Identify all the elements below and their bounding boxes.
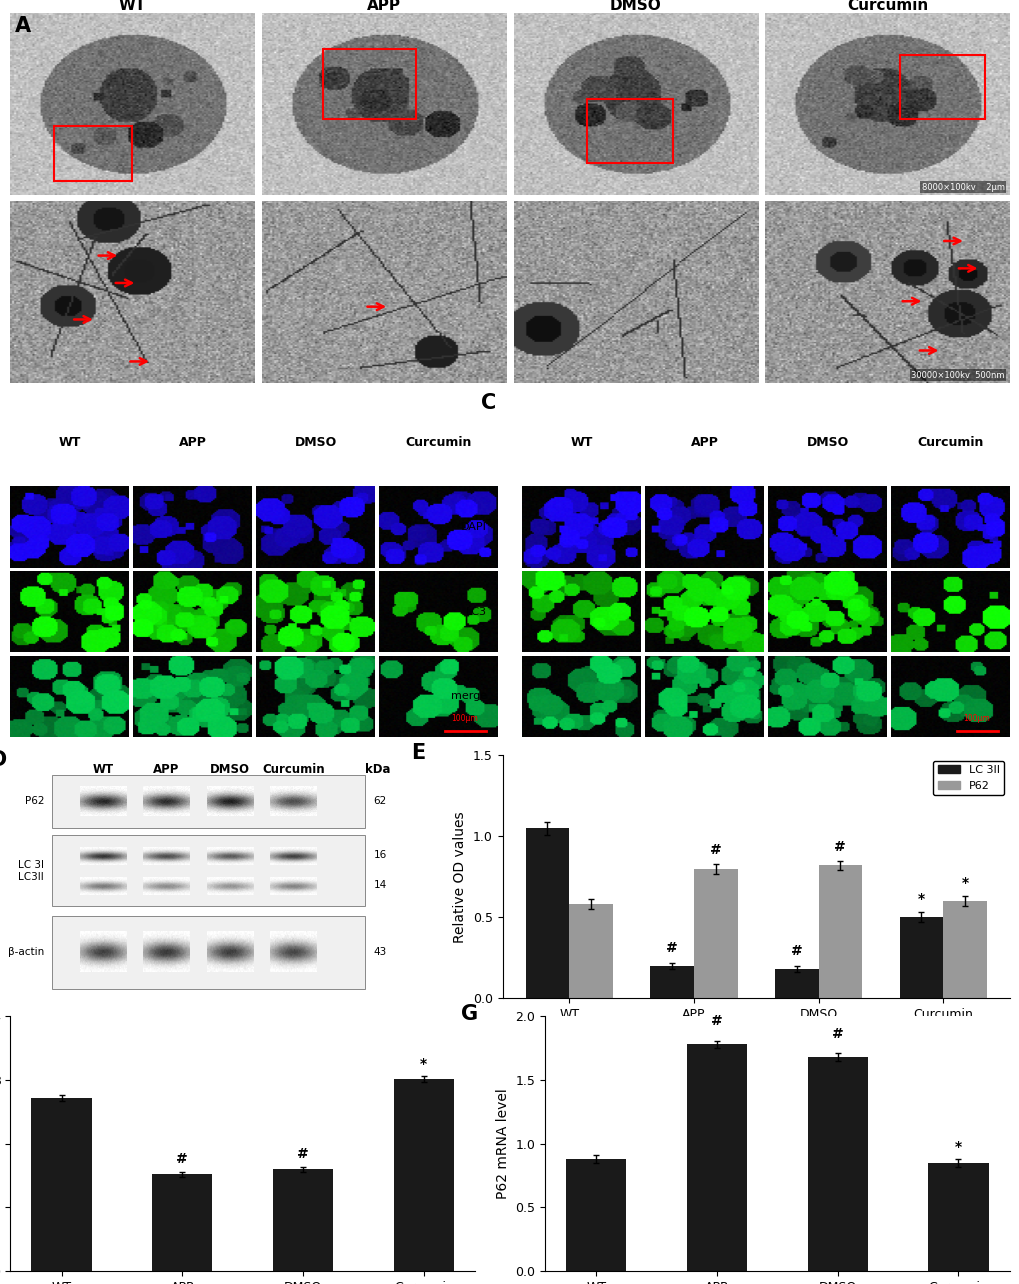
Text: WT: WT [93,763,114,776]
Text: #: # [297,1147,309,1161]
Text: 14: 14 [373,880,386,890]
Bar [686,1044,746,1271]
Text: #: # [665,941,678,954]
Bar [650,966,693,999]
Text: #: # [710,1014,722,1028]
Text: merge: merge [450,691,486,701]
Text: β-actin: β-actin [8,948,44,957]
Text: #: # [832,1027,843,1040]
Text: LC3: LC3 [466,606,486,616]
Bar [32,1098,92,1271]
Text: *: * [420,1057,427,1071]
Y-axis label: Relative OD values: Relative OD values [452,811,467,942]
Title: DMSO: DMSO [609,0,661,13]
Text: *: * [917,892,924,907]
Text: WT: WT [570,435,592,448]
Bar [899,917,943,999]
Text: C: C [480,393,495,413]
Text: DMSO: DMSO [294,435,336,448]
Title: Curcumin: Curcumin [846,0,927,13]
Text: APP: APP [178,435,206,448]
Bar [273,1170,333,1271]
Bar [774,969,817,999]
Text: #: # [834,840,846,854]
Text: DAPI: DAPI [461,521,486,532]
Bar [54,126,132,181]
Bar [52,774,365,828]
Text: E: E [411,743,425,763]
Bar [586,99,672,163]
Text: 30000×100kv  500nm: 30000×100kv 500nm [911,371,1004,380]
Legend: LC 3II, P62: LC 3II, P62 [932,761,1004,795]
Text: #: # [709,844,720,858]
Bar [52,915,365,989]
Text: #: # [790,944,802,958]
Bar [52,836,365,907]
Bar [807,1057,867,1271]
Text: Curcumin: Curcumin [262,763,324,776]
Text: G: G [461,1004,478,1023]
Bar [323,49,416,118]
Bar [393,1079,453,1271]
Bar [525,828,569,999]
Bar [693,869,737,999]
Y-axis label: P62 mRNA level: P62 mRNA level [495,1089,510,1199]
Text: A: A [15,17,32,36]
Title: APP: APP [367,0,400,13]
Text: 100μm: 100μm [962,714,989,723]
Bar [899,55,984,118]
Text: 8000×100kv    2μm: 8000×100kv 2μm [921,182,1004,191]
Text: D: D [0,750,6,770]
Text: 100μm: 100μm [450,714,478,723]
Text: APP: APP [153,763,179,776]
Text: 43: 43 [373,948,386,957]
Text: P62: P62 [24,796,44,806]
Bar [569,904,612,999]
Text: *: * [961,876,968,890]
Bar [566,1159,626,1271]
Bar [817,865,861,999]
Text: *: * [954,1140,961,1154]
Text: APP: APP [690,435,717,448]
Text: Curcumin: Curcumin [405,435,472,448]
Text: kDa: kDa [365,763,390,776]
Text: #: # [176,1152,187,1166]
Bar [943,901,985,999]
Text: Curcumin: Curcumin [916,435,983,448]
Text: WT: WT [58,435,81,448]
Text: DMSO: DMSO [210,763,250,776]
Title: WT: WT [118,0,146,13]
Text: DMSO: DMSO [806,435,848,448]
Text: LC 3I
LC3II: LC 3I LC3II [18,860,44,882]
Bar [927,1163,987,1271]
Text: 16: 16 [373,850,386,860]
Bar [152,1175,212,1271]
Text: 62: 62 [373,796,386,806]
